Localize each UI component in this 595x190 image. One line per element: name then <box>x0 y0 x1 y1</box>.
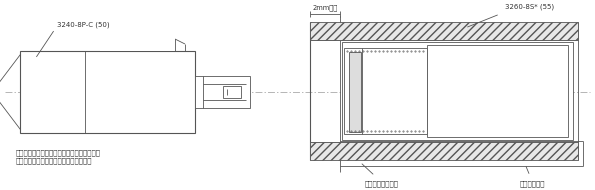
Bar <box>195 76 250 108</box>
Bar <box>349 52 361 132</box>
Text: セット外装ケース: セット外装ケース <box>365 180 399 187</box>
Bar <box>310 142 578 160</box>
Text: 2mm以下: 2mm以下 <box>312 4 337 11</box>
Text: プリント基板: プリント基板 <box>520 180 546 187</box>
Text: 固定できるようにお願い致します。: 固定できるようにお願い致します。 <box>16 157 92 164</box>
Bar <box>100 39 175 51</box>
Bar <box>427 45 568 137</box>
Text: 3240-8P-C (50): 3240-8P-C (50) <box>57 21 109 28</box>
Bar <box>223 86 241 98</box>
Text: 3260-8S* (55): 3260-8S* (55) <box>505 3 554 10</box>
Bar <box>342 42 573 140</box>
Bar <box>344 48 427 134</box>
Bar <box>20 51 195 133</box>
Bar <box>310 22 578 40</box>
Text: 注：レセプタクルコネクタは，セット側にて: 注：レセプタクルコネクタは，セット側にて <box>16 149 101 156</box>
